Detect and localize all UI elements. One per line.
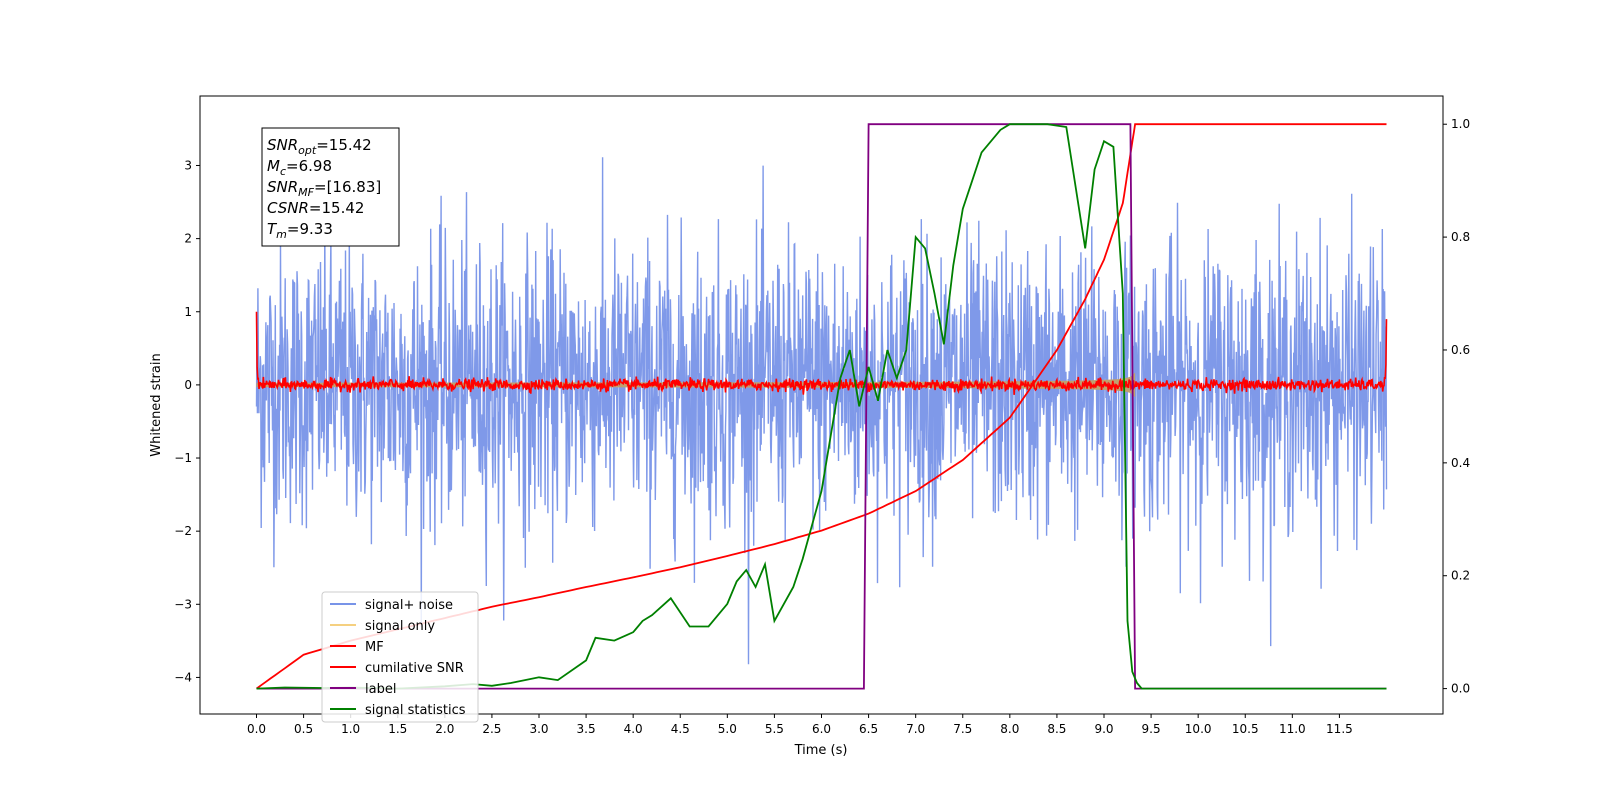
x-tick-label: 8.5 [1047,722,1066,736]
x-tick-label: 1.0 [341,722,360,736]
y-right-tick-label: 0.2 [1451,569,1470,583]
legend-label: signal only [365,619,435,634]
x-tick-label: 2.5 [482,722,501,736]
y-left-tick-label: 1 [184,305,192,319]
legend-label: label [365,682,396,697]
y-right-tick-label: 1.0 [1451,117,1470,131]
annotation-line: Tm=9.33 [267,220,333,241]
x-tick-label: 8.0 [1000,722,1019,736]
annotation-box [261,127,400,247]
y-left-tick-label: −3 [174,597,192,611]
x-tick-label: 0.5 [294,722,313,736]
y-left-tick-label: −4 [174,670,192,684]
x-tick-label: 5.5 [765,722,784,736]
y-right-tick-label: 0.8 [1451,230,1470,244]
x-tick-label: 9.0 [1094,722,1113,736]
legend-label: cumilative SNR [365,661,464,676]
x-tick-label: 2.0 [435,722,454,736]
legend-label: signal statistics [365,703,466,718]
y-axis-label: Whitened strain [149,353,164,456]
x-tick-label: 6.5 [859,722,878,736]
y-left-tick-label: −1 [174,451,192,465]
legend [321,591,479,723]
series-mf-line [255,311,1388,395]
y-left-tick-label: 3 [184,158,192,172]
x-tick-label: 7.5 [953,722,972,736]
x-tick-label: 10.5 [1232,722,1259,736]
x-tick-label: 10.0 [1185,722,1212,736]
x-tick-label: 7.0 [906,722,925,736]
y-left-tick-label: −2 [174,524,192,538]
series-signal-statistics-line [256,123,1387,690]
x-tick-label: 4.0 [624,722,643,736]
legend-label: signal+ noise [365,598,453,613]
x-tick-label: 9.5 [1142,722,1161,736]
x-axis-label: Time (s) [794,743,848,758]
y-right-tick-label: 0.4 [1451,456,1470,470]
y-left-tick-label: 2 [184,232,192,246]
series-signal-noise-line [255,157,1388,665]
annotation-line: SNRMF=[16.83] [267,178,381,199]
annotation-line: CSNR=15.42 [267,199,364,217]
y-right-tick-label: 0.0 [1451,682,1470,696]
x-tick-label: 0.0 [247,722,266,736]
annotation-line: Mc=6.98 [267,157,332,178]
y-right-tick-label: 0.6 [1451,343,1470,357]
x-tick-label: 3.0 [529,722,548,736]
x-tick-label: 11.0 [1279,722,1306,736]
x-tick-label: 1.5 [388,722,407,736]
legend-label: MF [365,640,384,655]
annotation-line: SNRopt=15.42 [267,136,372,157]
x-tick-label: 6.0 [812,722,831,736]
x-tick-label: 11.5 [1326,722,1353,736]
x-tick-label: 4.5 [671,722,690,736]
y-left-tick-label: 0 [184,378,192,392]
x-tick-label: 3.5 [577,722,596,736]
x-tick-label: 5.0 [718,722,737,736]
